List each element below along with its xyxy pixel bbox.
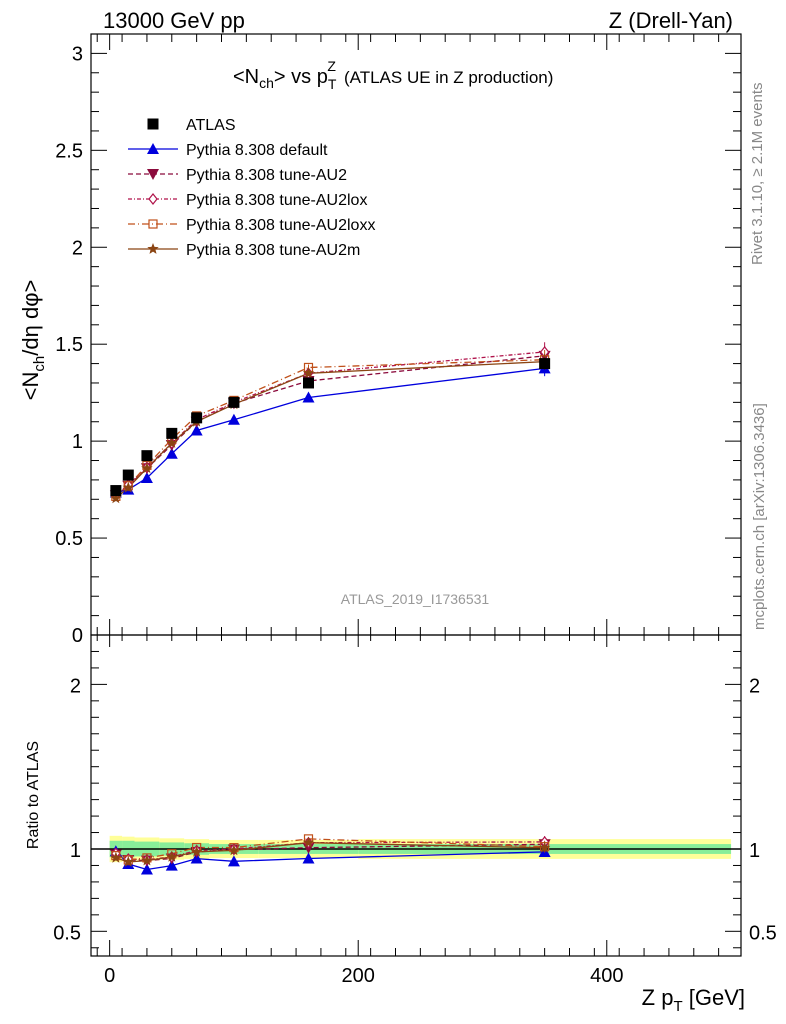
legend-marker-4 [147, 243, 159, 254]
y-tick-label: 1 [72, 431, 83, 453]
legend-marker-0 [147, 143, 159, 154]
series-point-0 [190, 424, 203, 436]
y-tick-label: 0.5 [55, 528, 83, 550]
y-tick-label: 2 [72, 237, 83, 259]
x-tick-label: 200 [342, 965, 375, 987]
y-axis-label: <Nch/dη dφ> [18, 280, 48, 401]
series-line-2 [115, 351, 545, 495]
series-point-4 [141, 462, 153, 474]
series-line-4 [115, 360, 545, 499]
rivet-info: Rivet 3.1.10, ≥ 2.1M events [749, 83, 766, 266]
legend: ATLAS Pythia 8.308 default Pythia 8.308 tu… [128, 117, 375, 259]
series-line-0 [115, 367, 545, 494]
legend-label-0: Pythia 8.308 default [186, 142, 328, 159]
data-point [302, 377, 314, 389]
legend-label-2: Pythia 8.308 tune-AU2lox [186, 192, 367, 209]
ratio-panel-frame [90, 634, 742, 957]
header-left: 13000 GeV pp [103, 8, 245, 33]
ratio-point-0 [165, 859, 178, 871]
x-tick-label: 400 [590, 965, 623, 987]
data-point [110, 485, 122, 497]
ratio-tick-label-right: 2 [749, 675, 760, 697]
chart-title: <Nch> vs pTZ(ATLAS UE in Z production) [233, 58, 553, 92]
y-tick-label: 3 [72, 43, 83, 65]
ratio-point-4 [302, 836, 315, 848]
legend-marker-data [147, 118, 159, 130]
data-point [141, 450, 153, 462]
header-right: Z (Drell-Yan) [609, 8, 733, 33]
ratio-point-0 [140, 863, 153, 875]
ratio-point-4 [122, 856, 134, 867]
ratio-y-axis-label: Ratio to ATLAS [25, 741, 42, 849]
x-tick-label: 0 [104, 965, 115, 987]
legend-label-1: Pythia 8.308 tune-AU2 [186, 167, 347, 184]
ratio-tick-label-right: 1 [749, 840, 760, 862]
y-tick-label: 0 [72, 625, 83, 647]
legend-marker-3 [148, 219, 158, 229]
ratio-point-0 [302, 852, 315, 864]
series-point-4 [110, 492, 122, 504]
series-point-0 [140, 471, 153, 483]
data-point [166, 427, 178, 439]
series-point-4 [166, 437, 178, 448]
series-point-4 [122, 481, 134, 493]
ratio-tick-label-left: 2 [70, 675, 81, 697]
data-point [191, 412, 203, 424]
legend-marker-1 [147, 169, 159, 180]
legend-marker-2 [148, 193, 158, 205]
legend-label-4: Pythia 8.308 tune-AU2m [186, 242, 360, 259]
series-point-0 [227, 413, 240, 425]
ratio-tick-label-left: 1 [70, 840, 81, 862]
ratio-point-4 [190, 845, 203, 857]
ratio-point-4 [166, 850, 178, 862]
series-line-3 [115, 359, 545, 497]
ratio-tick-label-left: 0.5 [53, 922, 81, 944]
series-point-0 [165, 447, 178, 459]
legend-label-3: Pythia 8.308 tune-AU2loxx [186, 217, 375, 234]
ratio-point-0 [190, 852, 203, 864]
data-point [122, 469, 134, 481]
mcplots-info: mcplots.cern.ch [arXiv:1306.3436] [751, 403, 768, 630]
ratio-tick-label-right: 0.5 [749, 922, 777, 944]
ratio-point-4 [538, 841, 551, 853]
series-point-0 [302, 391, 315, 403]
legend-label-data: ATLAS [186, 117, 236, 134]
ratio-point-4 [228, 844, 240, 856]
data-point [228, 396, 240, 408]
y-tick-label: 2.5 [55, 140, 83, 162]
data-point [539, 358, 551, 370]
y-tick-label: 1.5 [55, 334, 83, 356]
x-axis-label: Z pT [GeV] [642, 985, 745, 1015]
ratio-point-4 [110, 851, 122, 863]
analysis-watermark: ATLAS_2019_I1736531 [341, 591, 490, 607]
ratio-point-0 [227, 855, 240, 867]
series-point-4 [302, 367, 315, 379]
ratio-point-4 [141, 854, 153, 866]
